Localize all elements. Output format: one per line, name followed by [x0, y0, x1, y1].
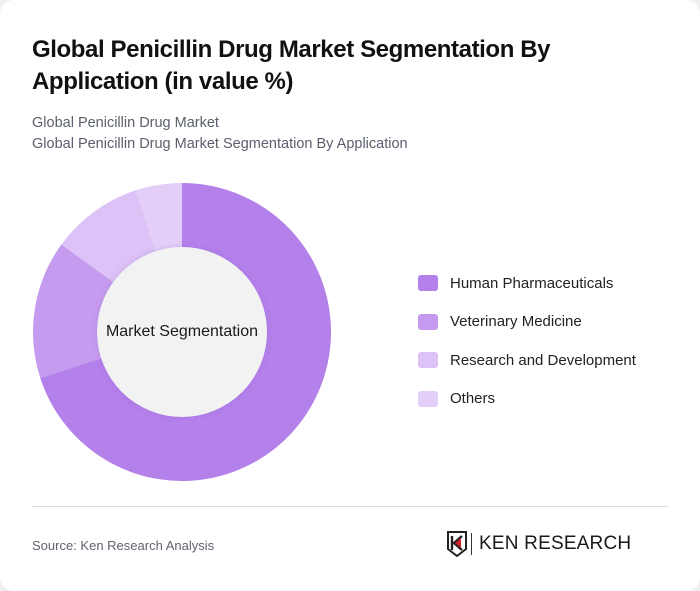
subtitle: Global Penicillin Drug Market Global Pen… — [32, 113, 408, 155]
donut-svg — [33, 183, 331, 482]
legend: Human Pharmaceuticals Veterinary Medicin… — [418, 264, 636, 418]
legend-item-research-and-development[interactable]: Research and Development — [418, 341, 636, 380]
ken-shield-icon — [447, 531, 467, 557]
legend-item-others[interactable]: Others — [418, 380, 636, 419]
logo-text: KEN RESEARCH — [479, 533, 632, 554]
donut-hole — [97, 247, 267, 417]
legend-label: Human Pharmaceuticals — [450, 274, 614, 292]
legend-label: Veterinary Medicine — [450, 313, 582, 331]
page-title: Global Penicillin Drug Market Segmentati… — [32, 36, 551, 95]
donut-chart: Market Segmentation — [33, 183, 331, 482]
legend-item-veterinary-medicine[interactable]: Veterinary Medicine — [418, 303, 636, 342]
legend-label: Others — [450, 390, 496, 408]
legend-item-human-pharmaceuticals[interactable]: Human Pharmaceuticals — [418, 264, 636, 303]
legend-swatch — [418, 275, 438, 292]
subtitle-line-1: Global Penicillin Drug Market — [32, 115, 219, 131]
legend-label: Research and Development — [450, 351, 636, 369]
legend-swatch — [418, 313, 438, 330]
center-label: Market Segmentation — [105, 323, 259, 340]
logo-separator — [471, 533, 472, 555]
source-note: Source: Ken Research Analysis — [32, 538, 215, 553]
footer-divider — [32, 506, 668, 507]
subtitle-line-2: Global Penicillin Drug Market Segmentati… — [32, 136, 408, 152]
legend-swatch — [418, 390, 438, 407]
ken-research-logo: KEN RESEARCH — [447, 531, 631, 557]
legend-swatch — [418, 352, 438, 369]
